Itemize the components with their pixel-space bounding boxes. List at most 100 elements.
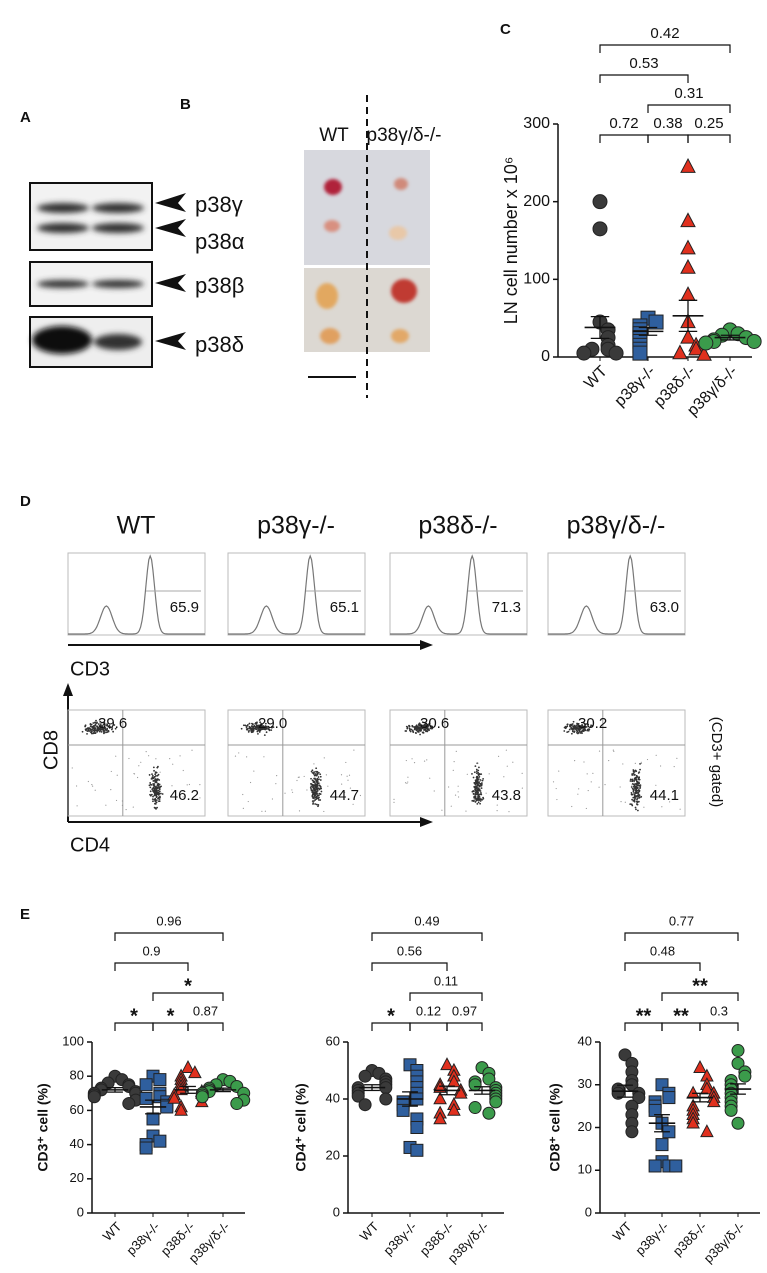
event xyxy=(138,765,140,767)
event xyxy=(552,781,555,783)
data-point xyxy=(680,328,696,344)
event xyxy=(634,762,636,764)
event xyxy=(158,779,161,781)
bracket-label: 0.11 xyxy=(434,973,458,988)
event xyxy=(584,723,587,726)
event xyxy=(408,725,411,727)
panel-b: B WT p38γ/δ-/- xyxy=(180,95,442,398)
event xyxy=(633,793,636,796)
event xyxy=(252,727,255,730)
event xyxy=(576,731,578,734)
event xyxy=(258,729,260,732)
event xyxy=(416,726,419,729)
gate-value: 71.3 xyxy=(492,599,521,616)
event xyxy=(631,798,633,801)
event xyxy=(303,775,305,778)
data-point xyxy=(706,1094,721,1108)
data-point xyxy=(468,1078,482,1092)
event xyxy=(313,763,315,765)
bracket-label: 0.72 xyxy=(609,115,638,132)
event xyxy=(311,779,314,782)
event xyxy=(152,784,155,787)
event xyxy=(112,730,115,733)
event xyxy=(154,780,157,783)
event xyxy=(452,769,454,771)
event xyxy=(475,770,478,773)
event xyxy=(409,730,412,733)
event xyxy=(479,780,482,782)
event xyxy=(585,807,587,810)
event xyxy=(169,758,171,760)
event xyxy=(95,725,98,728)
event xyxy=(629,778,632,781)
event xyxy=(318,788,321,791)
event xyxy=(556,798,558,801)
data-point xyxy=(379,1092,393,1106)
panel-label: C xyxy=(500,21,511,38)
event xyxy=(640,761,642,763)
panel-d: D CD3 CD8 CD4 (CD3+ gated) WT 65.9 39.6 46.… xyxy=(20,493,725,856)
event xyxy=(448,786,450,788)
event xyxy=(636,803,639,806)
event xyxy=(629,803,632,805)
event xyxy=(352,803,354,805)
event xyxy=(161,793,164,795)
event xyxy=(103,721,106,724)
event xyxy=(480,782,483,784)
event xyxy=(250,727,253,730)
event xyxy=(155,796,158,798)
band-label: p38γ xyxy=(195,192,243,217)
data-point xyxy=(358,1069,372,1083)
event xyxy=(291,789,293,791)
event xyxy=(291,791,294,793)
event xyxy=(475,799,478,802)
event xyxy=(253,770,255,772)
bracket xyxy=(114,932,224,941)
event xyxy=(296,779,298,782)
event xyxy=(110,728,113,731)
event xyxy=(248,729,250,732)
event xyxy=(650,794,652,796)
panel-label: E xyxy=(20,906,30,923)
y-tick-label: 0 xyxy=(77,1204,84,1219)
event xyxy=(482,796,484,799)
event xyxy=(99,720,102,723)
event xyxy=(472,793,475,795)
event xyxy=(679,808,681,810)
event xyxy=(315,790,317,793)
bracket-label: 0.3 xyxy=(710,1003,728,1018)
event xyxy=(313,797,315,800)
event xyxy=(473,771,476,774)
event xyxy=(264,726,267,729)
event xyxy=(506,765,508,767)
event xyxy=(419,733,421,736)
event xyxy=(477,801,480,804)
event xyxy=(473,799,475,802)
event xyxy=(316,789,319,792)
bracket-label: * xyxy=(130,1005,138,1027)
data-point xyxy=(662,1091,676,1105)
event xyxy=(148,755,150,757)
event xyxy=(89,731,92,733)
event xyxy=(574,727,577,730)
event xyxy=(94,723,97,726)
event xyxy=(424,723,427,726)
event xyxy=(413,762,416,764)
event xyxy=(136,776,139,779)
data-point xyxy=(731,1116,745,1130)
event xyxy=(89,729,92,731)
y-tick-label: 20 xyxy=(578,1119,592,1134)
event xyxy=(94,732,97,734)
event xyxy=(327,785,329,787)
event xyxy=(91,783,93,786)
panel-a: A p38γ p38α p38β p38δ xyxy=(20,109,245,368)
bracket-label: ** xyxy=(673,1005,689,1027)
event xyxy=(250,725,253,728)
event xyxy=(156,779,158,782)
event xyxy=(479,779,482,781)
event xyxy=(640,762,643,765)
event xyxy=(566,723,569,726)
event xyxy=(154,798,157,801)
y-axis-label: CD8⁺ cell (%) xyxy=(547,1083,563,1171)
event xyxy=(148,784,151,787)
